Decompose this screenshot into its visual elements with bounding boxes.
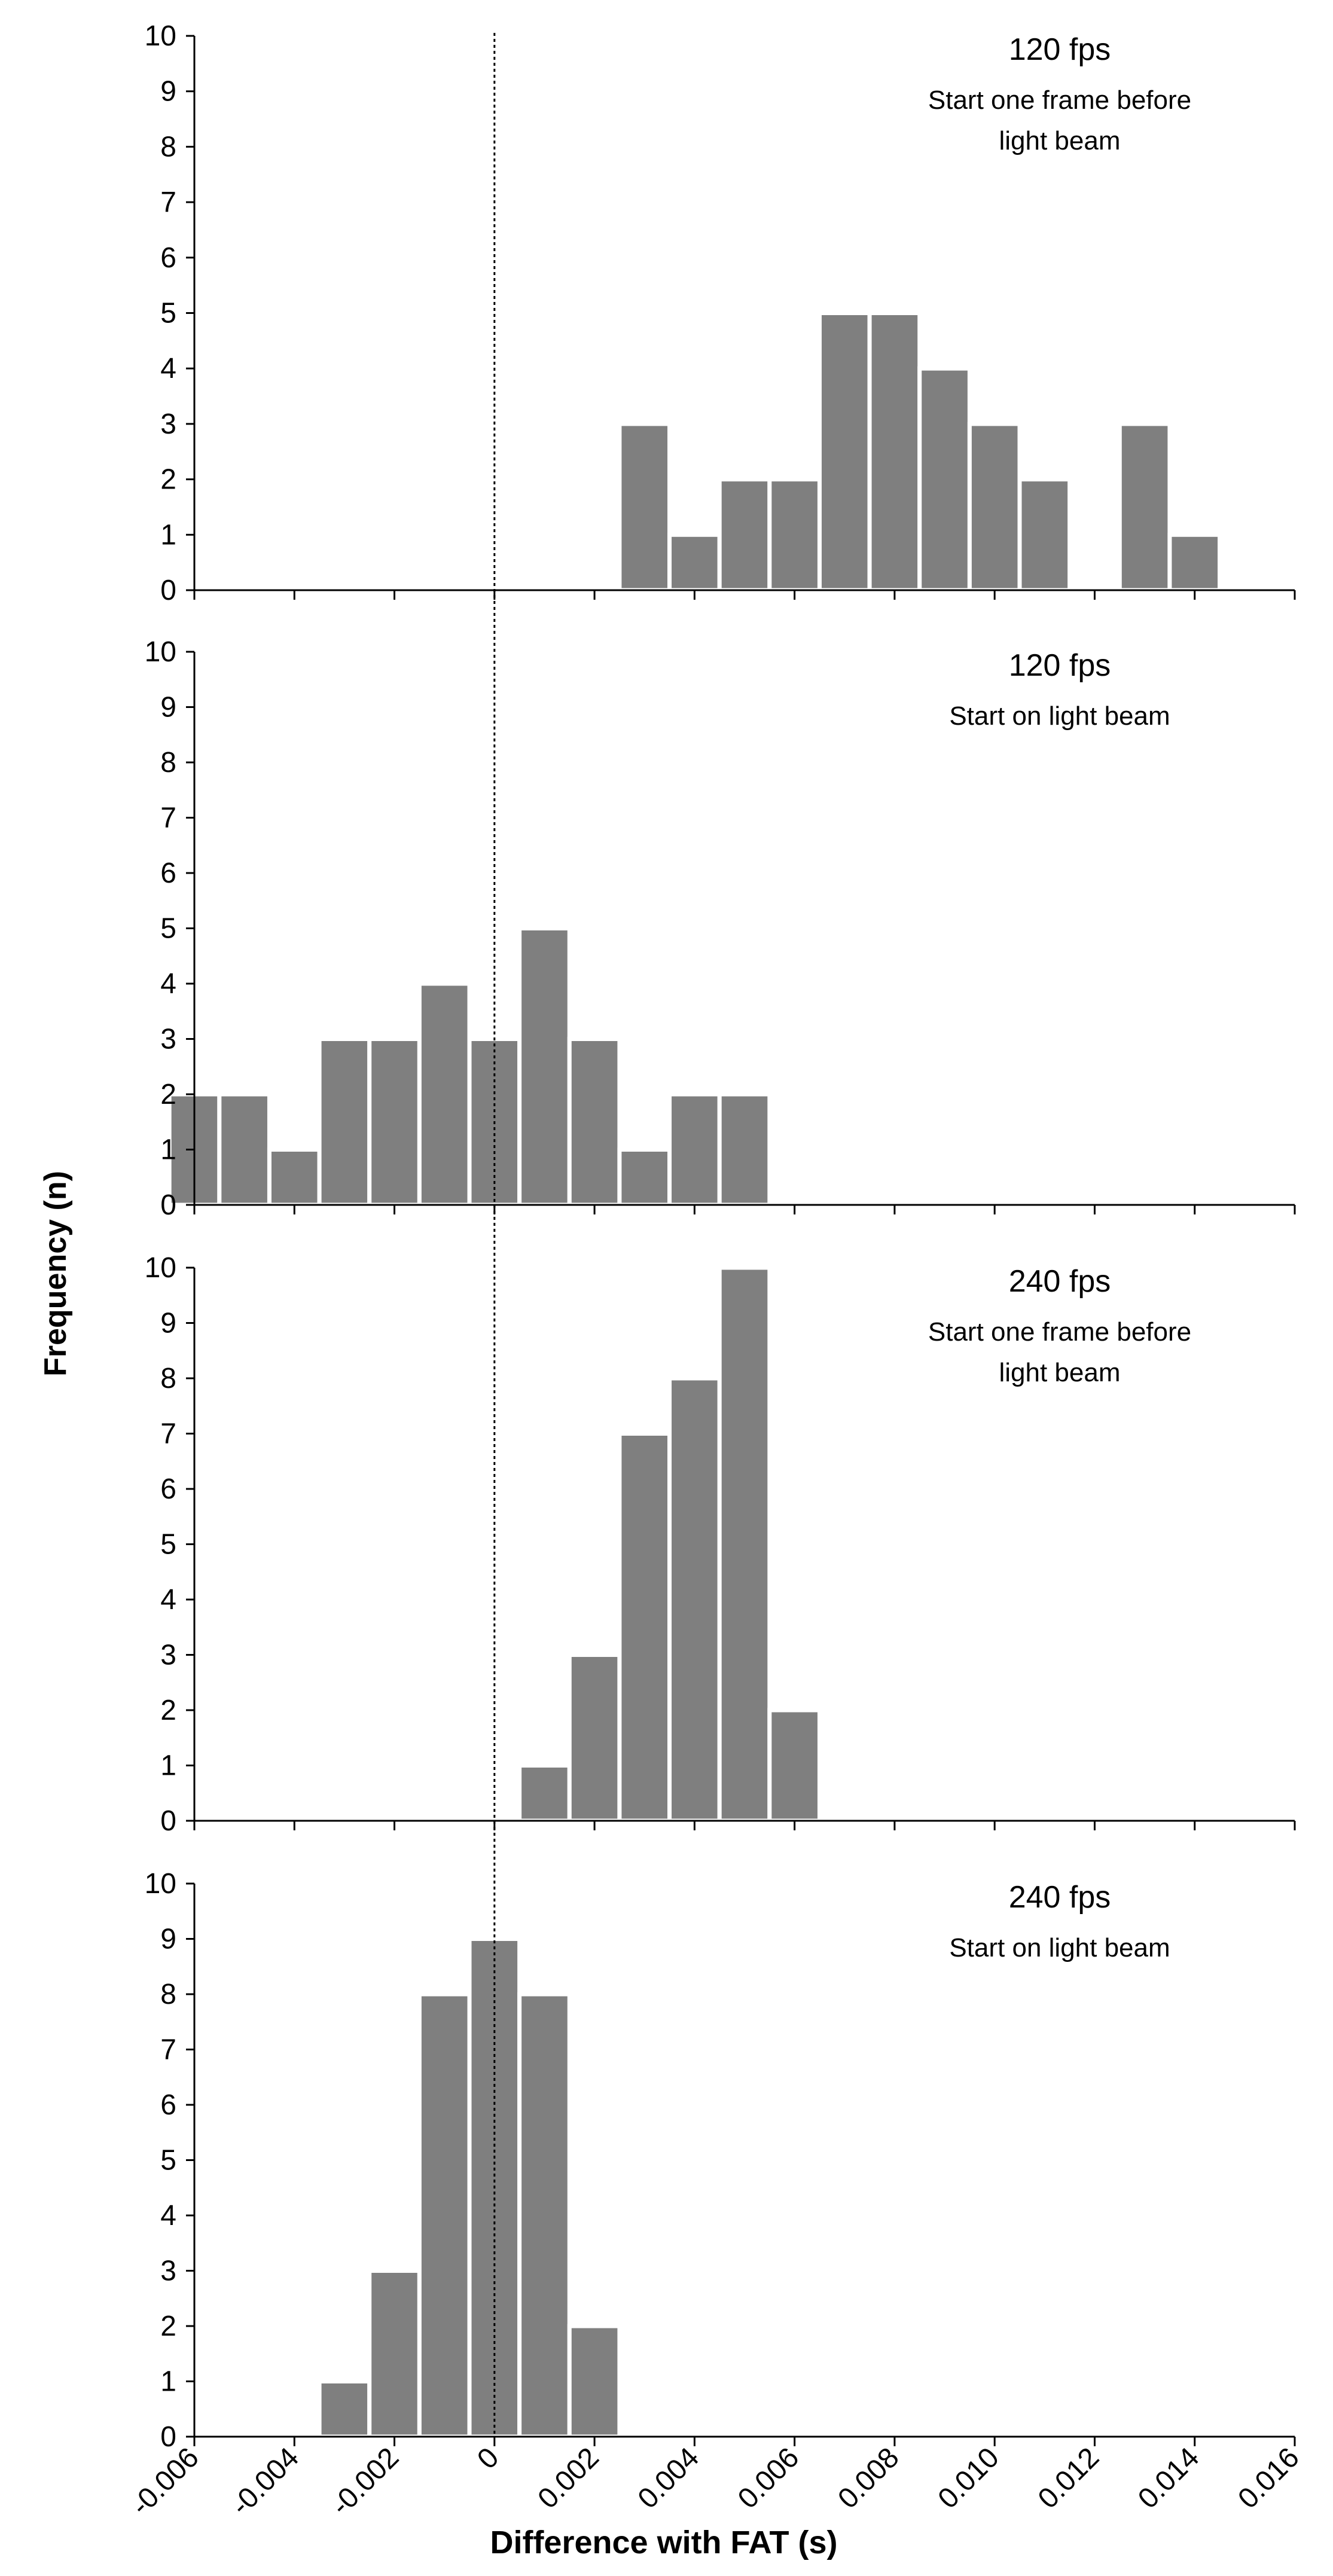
histogram-bar bbox=[667, 1092, 722, 1207]
y-tick-label: 2 bbox=[160, 1079, 176, 1110]
y-tick-label: 1 bbox=[160, 2366, 176, 2398]
histogram-bar bbox=[417, 1992, 472, 2439]
y-tick-label: 6 bbox=[160, 2089, 176, 2121]
y-tick-label: 8 bbox=[160, 747, 176, 779]
histogram-bar bbox=[617, 1147, 672, 1207]
y-tick-label: 9 bbox=[160, 76, 176, 108]
y-tick-label: 7 bbox=[160, 2034, 176, 2066]
y-tick-label: 4 bbox=[160, 1584, 176, 1616]
y-tick-label: 5 bbox=[160, 2145, 176, 2177]
y-tick-label: 10 bbox=[145, 20, 176, 52]
histogram-panel-2: 0 1 2 3 4 5 6 7 8 9 10 120 fps Start on light beam bbox=[145, 636, 1296, 1221]
y-tick-label: 6 bbox=[160, 1473, 176, 1505]
y-tick-label: 1 bbox=[160, 1750, 176, 1782]
histogram-bar bbox=[967, 422, 1022, 593]
y-tick-label: 5 bbox=[160, 298, 176, 329]
y-tick-label: 10 bbox=[145, 1868, 176, 1900]
histogram-bar bbox=[917, 366, 972, 593]
y-tick-label: 2 bbox=[160, 2311, 176, 2342]
panel-title: 120 fps bbox=[1009, 32, 1111, 67]
histogram-bar bbox=[867, 311, 922, 593]
panel-subtitle-line: Start one frame before bbox=[928, 86, 1191, 115]
histogram-bar bbox=[817, 311, 872, 593]
y-tick-label: 5 bbox=[160, 913, 176, 945]
y-tick-label: 3 bbox=[160, 1640, 176, 1671]
y-tick-label: 10 bbox=[145, 636, 176, 668]
y-tick-label: 3 bbox=[160, 408, 176, 440]
y-axis-label: Frequency (n) bbox=[38, 1171, 73, 1376]
histogram-bar bbox=[617, 422, 672, 593]
histogram-bar bbox=[1167, 532, 1222, 593]
histogram-bar bbox=[317, 1037, 372, 1207]
panel-title: 120 fps bbox=[1009, 648, 1111, 683]
y-tick-label: 4 bbox=[160, 353, 176, 384]
y-tick-label: 10 bbox=[145, 1252, 176, 1284]
y-tick-label: 1 bbox=[160, 519, 176, 551]
histogram-bar bbox=[517, 926, 572, 1207]
y-tick-label: 2 bbox=[160, 1695, 176, 1726]
panel-subtitle-line: Start on light beam bbox=[949, 1933, 1170, 1962]
y-tick-label: 8 bbox=[160, 1363, 176, 1394]
panel-subtitle-line: Start one frame before bbox=[928, 1317, 1191, 1347]
histogram-bar bbox=[717, 1092, 772, 1207]
panel-subtitle-line: Start on light beam bbox=[949, 701, 1170, 731]
y-tick-label: 1 bbox=[160, 1134, 176, 1166]
y-tick-label: 6 bbox=[160, 242, 176, 274]
y-tick-label: 0 bbox=[160, 1805, 176, 1837]
histogram-bar bbox=[567, 2324, 622, 2439]
y-tick-label: 9 bbox=[160, 1924, 176, 1955]
histogram-panel-4: 0 1 2 3 4 5 6 7 8 9 10 240 fps Start on light beam bbox=[145, 1868, 1296, 2453]
histogram-bar bbox=[517, 1763, 572, 1823]
y-tick-label: 4 bbox=[160, 2200, 176, 2232]
y-tick-label: 8 bbox=[160, 1979, 176, 2010]
histogram-bar bbox=[517, 1992, 572, 2439]
y-tick-label: 0 bbox=[160, 2421, 176, 2453]
histogram-bar bbox=[717, 477, 772, 593]
histogram-bar bbox=[667, 1376, 722, 1823]
panel-title: 240 fps bbox=[1009, 1880, 1111, 1915]
y-tick-label: 2 bbox=[160, 464, 176, 496]
y-tick-label: 5 bbox=[160, 1529, 176, 1561]
panel-subtitle-line: light beam bbox=[999, 1358, 1120, 1387]
histogram-bar bbox=[767, 477, 822, 593]
y-tick-label: 4 bbox=[160, 968, 176, 1000]
histogram-bar bbox=[717, 1265, 772, 1823]
y-tick-label: 0 bbox=[160, 575, 176, 606]
histogram-bar bbox=[1117, 422, 1172, 593]
y-tick-label: 0 bbox=[160, 1189, 176, 1221]
panel-title: 240 fps bbox=[1009, 1264, 1111, 1299]
histogram-panel-3: 0 1 2 3 4 5 6 7 8 9 10 240 fps Start one frame befor… bbox=[145, 1252, 1296, 1837]
histogram-bar bbox=[367, 1037, 422, 1207]
y-tick-label: 9 bbox=[160, 1308, 176, 1339]
histogram-bar bbox=[767, 1708, 822, 1823]
y-tick-label: 9 bbox=[160, 692, 176, 724]
y-tick-label: 7 bbox=[160, 1418, 176, 1450]
histogram-panel-1: 0 1 2 3 4 5 6 7 8 9 10 120 fps Start one frame befor… bbox=[145, 20, 1296, 606]
histogram-bar bbox=[367, 2269, 422, 2439]
histogram-bar bbox=[217, 1092, 272, 1207]
y-tick-label: 8 bbox=[160, 131, 176, 163]
histogram-bar bbox=[667, 532, 722, 593]
histogram-bar bbox=[567, 1037, 622, 1207]
x-axis-label: Difference with FAT (s) bbox=[490, 2525, 837, 2560]
histogram-bar bbox=[567, 1653, 622, 1823]
histogram-bar bbox=[1017, 477, 1072, 593]
y-tick-label: 3 bbox=[160, 2255, 176, 2287]
y-tick-label: 3 bbox=[160, 1024, 176, 1055]
histogram-bar bbox=[617, 1432, 672, 1823]
panel-subtitle-line: light beam bbox=[999, 126, 1120, 155]
y-tick-label: 7 bbox=[160, 187, 176, 218]
y-tick-label: 6 bbox=[160, 857, 176, 889]
y-tick-label: 7 bbox=[160, 802, 176, 834]
histogram-bar bbox=[317, 2379, 372, 2439]
histogram-bar bbox=[267, 1147, 322, 1207]
histogram-bar bbox=[417, 981, 472, 1207]
